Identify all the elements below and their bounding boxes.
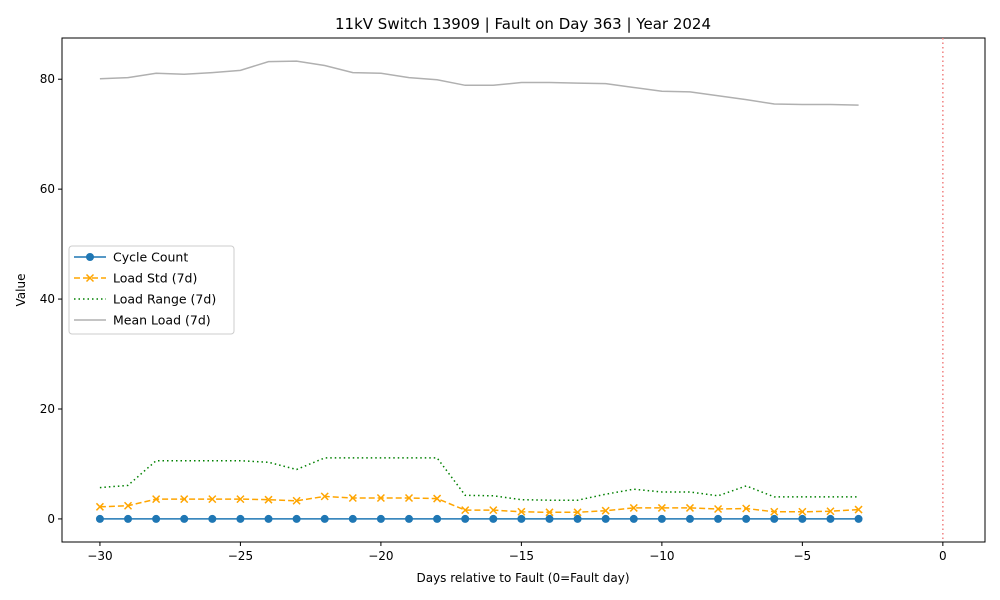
data-point [798, 514, 807, 523]
data-point [348, 494, 357, 503]
data-point [95, 502, 104, 511]
y-tick-label: 0 [47, 512, 55, 526]
data-point [236, 514, 245, 523]
data-point [264, 495, 273, 504]
data-point [657, 514, 666, 523]
data-point [208, 495, 217, 504]
data-point [657, 503, 666, 512]
data-point [770, 514, 779, 523]
y-tick-label: 80 [40, 72, 55, 86]
legend-marker [86, 253, 94, 261]
y-axis-title: Value [14, 274, 28, 307]
data-point [292, 514, 301, 523]
x-tick-label: −10 [649, 549, 674, 563]
plot-area [61, 37, 986, 543]
series-mean-load-7d [99, 60, 859, 106]
data-point [348, 514, 357, 523]
data-point [714, 514, 723, 523]
data-point [320, 492, 329, 501]
x-tick-label: −30 [87, 549, 112, 563]
data-point [573, 514, 582, 523]
data-point [433, 494, 442, 503]
data-point [854, 505, 863, 514]
data-point [95, 514, 104, 523]
data-point [180, 514, 189, 523]
data-point [517, 514, 526, 523]
x-tick-label: −5 [794, 549, 812, 563]
x-tick-label: 0 [939, 549, 947, 563]
x-tick-label: −15 [509, 549, 534, 563]
series-load-std-7d [95, 492, 863, 517]
data-point [714, 504, 723, 514]
data-point [854, 514, 863, 523]
legend-item: Load Range (7d) [74, 292, 216, 307]
data-point [292, 496, 301, 505]
legend-item: Load Std (7d) [74, 271, 197, 286]
x-tick-label: −25 [228, 549, 253, 563]
data-point [685, 503, 695, 512]
data-point [489, 506, 498, 515]
y-tick-label: 40 [40, 292, 55, 306]
data-point [320, 514, 329, 523]
legend-box [68, 245, 235, 335]
data-point [152, 514, 161, 523]
data-point [742, 514, 751, 523]
data-point [180, 495, 189, 504]
data-point [376, 494, 385, 503]
series-load-range-7d [99, 457, 859, 501]
data-point [489, 514, 498, 523]
data-point [770, 507, 779, 516]
data-point [601, 514, 610, 523]
series-layer [95, 60, 863, 523]
series-line-mean-load-7d [99, 60, 859, 106]
data-point [685, 514, 694, 523]
data-point [545, 508, 554, 517]
x-axis-title: Days relative to Fault (0=Fault day) [416, 571, 629, 585]
y-tick-label: 20 [40, 402, 55, 416]
data-point [123, 501, 133, 510]
series-line-load-std-7d [99, 495, 859, 514]
series-cycle-count [95, 514, 863, 523]
data-point [461, 514, 470, 523]
y-tick-label: 60 [40, 182, 55, 196]
data-point [405, 514, 414, 523]
legend-label: Cycle Count [113, 250, 188, 265]
legend-marker [85, 273, 95, 283]
data-point [236, 495, 245, 504]
chart-title: 11kV Switch 13909 | Fault on Day 363 | Y… [335, 15, 711, 33]
data-point [461, 506, 470, 515]
data-point [208, 514, 217, 523]
data-point [573, 508, 582, 517]
data-point [798, 507, 807, 516]
data-point [826, 514, 835, 523]
data-point [629, 503, 638, 512]
legend-item: Mean Load (7d) [74, 313, 211, 328]
data-point [152, 495, 161, 504]
data-point [376, 514, 385, 523]
data-point [826, 507, 835, 516]
data-point [124, 514, 133, 523]
data-point [742, 504, 751, 513]
legend-label: Load Std (7d) [113, 271, 197, 286]
legend-label: Mean Load (7d) [113, 313, 211, 328]
legend: Cycle Count Load Std (7d) Load Range (7d) M… [68, 245, 235, 335]
x-axis: −30 −25 −20 −15 −10 −5 0 [87, 542, 947, 563]
legend-label: Load Range (7d) [113, 292, 216, 307]
data-point [601, 506, 610, 515]
y-axis: 0 20 40 60 80 [40, 72, 62, 526]
data-point [629, 514, 638, 523]
data-point [433, 514, 442, 523]
series-line-load-range-7d [99, 457, 859, 501]
data-point [517, 507, 526, 516]
data-point [545, 514, 554, 523]
legend-item: Cycle Count [74, 250, 188, 265]
x-tick-label: −20 [368, 549, 393, 563]
data-point [264, 514, 273, 523]
data-point [404, 494, 414, 503]
